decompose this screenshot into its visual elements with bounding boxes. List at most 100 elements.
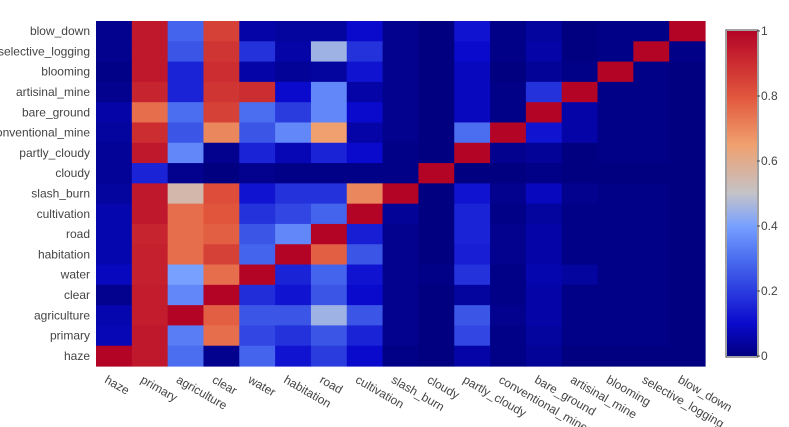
heatmap-cell <box>418 203 455 225</box>
heatmap-cell <box>382 203 420 225</box>
y-tick-label: selective_logging <box>0 44 90 58</box>
heatmap-cell <box>239 264 276 286</box>
heatmap-cell <box>525 41 563 63</box>
heatmap-cell <box>382 183 420 205</box>
heatmap-cell <box>597 61 634 83</box>
heatmap-cell <box>454 244 491 266</box>
heatmap-cell <box>561 264 599 286</box>
heatmap-cell <box>96 223 133 245</box>
heatmap-cell <box>561 223 599 245</box>
y-tick-label: partly_cloudy <box>19 146 90 160</box>
y-tick-label: primary <box>50 329 90 343</box>
heatmap-cell <box>310 122 348 144</box>
heatmap-cell <box>346 223 384 245</box>
heatmap-cell <box>418 81 455 103</box>
heatmap-cell <box>490 81 527 103</box>
heatmap-cell <box>561 163 599 184</box>
heatmap-cell <box>597 284 634 306</box>
heatmap-cell <box>633 163 670 184</box>
heatmap-cell <box>346 163 384 184</box>
heatmap-cell <box>239 142 276 164</box>
y-tick-label: blooming <box>41 65 90 79</box>
heatmap-cell <box>525 81 563 103</box>
heatmap-cell <box>561 244 599 266</box>
heatmap-cell <box>96 122 133 144</box>
heatmap-cell <box>669 203 706 225</box>
heatmap-cell <box>418 284 455 306</box>
heatmap-cell <box>203 81 240 103</box>
heatmap-cell <box>597 102 634 124</box>
y-tick-label: bare_ground <box>22 105 90 119</box>
heatmap-cell <box>525 264 563 286</box>
heatmap-cell <box>275 183 312 205</box>
heatmap-cell <box>310 41 348 63</box>
heatmap-cell <box>597 325 634 347</box>
heatmap-cell <box>131 21 169 42</box>
heatmap-cell <box>561 305 599 327</box>
x-tick-label: primary <box>138 372 180 404</box>
x-tick-label: water <box>245 372 278 399</box>
heatmap-cell <box>525 102 563 124</box>
heatmap-cell <box>490 102 527 124</box>
heatmap-cell <box>275 203 312 225</box>
heatmap-cell <box>239 284 276 306</box>
heatmap-cell <box>239 345 276 367</box>
heatmap-cell <box>382 41 420 63</box>
heatmap-cell <box>633 41 670 63</box>
heatmap-cell <box>96 163 133 184</box>
heatmap-cell <box>418 223 455 245</box>
y-tick-label: blow_down <box>30 24 90 38</box>
heatmap-cell <box>525 183 563 205</box>
heatmap-cell <box>382 244 420 266</box>
x-tick-label: haze <box>102 372 132 397</box>
heatmap-cell <box>203 163 240 184</box>
heatmap-cell <box>525 325 563 347</box>
heatmap-cell <box>346 345 384 367</box>
heatmap-cell <box>418 345 455 367</box>
heatmap-cell <box>275 142 312 164</box>
heatmap-cell <box>490 244 527 266</box>
heatmap-cell <box>203 305 240 327</box>
heatmap-cell <box>346 21 384 42</box>
heatmap-cell <box>275 122 312 144</box>
heatmap-cell <box>203 122 240 144</box>
heatmap-cell <box>96 21 133 42</box>
heatmap-cell <box>131 203 169 225</box>
heatmap-cell <box>597 122 634 144</box>
heatmap-cell <box>167 203 205 225</box>
heatmap-cell <box>418 122 455 144</box>
heatmap-cell <box>490 61 527 83</box>
heatmap-cell <box>167 41 205 63</box>
heatmap-cell <box>633 244 670 266</box>
heatmap-cell <box>525 21 563 42</box>
heatmap-cell <box>239 203 276 225</box>
heatmap-cell <box>203 345 240 367</box>
heatmap-cell <box>633 284 670 306</box>
heatmap-cell <box>167 264 205 286</box>
heatmap-cell <box>561 325 599 347</box>
colorbar-frame <box>725 29 759 358</box>
heatmap-cell <box>669 284 706 306</box>
heatmap-cell <box>669 244 706 266</box>
heatmap-cell <box>310 325 348 347</box>
heatmap-cell <box>203 61 240 83</box>
heatmap-cell <box>525 203 563 225</box>
heatmap-cell <box>454 305 491 327</box>
heatmap-cell <box>418 183 455 205</box>
heatmap-cell <box>597 81 634 103</box>
heatmap-cell <box>346 122 384 144</box>
heatmap-cell <box>490 345 527 367</box>
heatmap-cell <box>203 183 240 205</box>
heatmap-cell <box>597 41 634 63</box>
heatmap-cell <box>490 122 527 144</box>
heatmap-cell <box>167 21 205 42</box>
heatmap-cell <box>239 183 276 205</box>
heatmap-cell <box>633 21 670 42</box>
heatmap-cell <box>382 223 420 245</box>
heatmap-cell <box>346 183 384 205</box>
heatmap-cell <box>203 142 240 164</box>
heatmap-cell <box>490 41 527 63</box>
heatmap-cell <box>96 264 133 286</box>
heatmap-cell <box>346 305 384 327</box>
heatmap-cell <box>239 102 276 124</box>
